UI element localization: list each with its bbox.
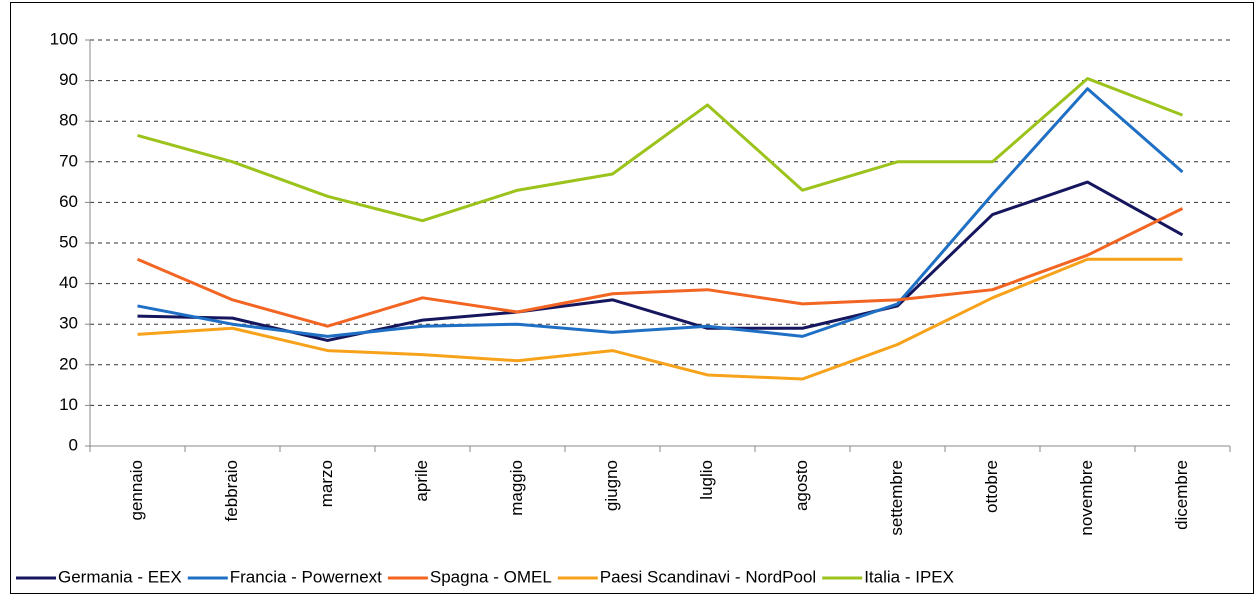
y-tick-label: 50 bbox=[59, 232, 78, 251]
plot-area: 0 10 20 30 40 50 60 70 80 90 100 bbox=[50, 29, 1231, 454]
legend-label: Germania - EEX bbox=[58, 567, 182, 586]
x-tick-label: giugno bbox=[602, 460, 621, 511]
x-tick-label: aprile bbox=[412, 460, 431, 502]
x-tick-label: maggio bbox=[507, 460, 526, 516]
x-tick-label: dicembre bbox=[1172, 460, 1191, 530]
y-tick-label: 30 bbox=[59, 314, 78, 333]
series-line bbox=[137, 180, 1184, 342]
x-tick-label: luglio bbox=[697, 460, 716, 500]
legend-label: Spagna - OMEL bbox=[430, 567, 552, 586]
y-tick-label: 0 bbox=[69, 435, 78, 454]
y-tick-label: 40 bbox=[59, 273, 78, 292]
y-tick-label: 60 bbox=[59, 192, 78, 211]
y-tick-label: 100 bbox=[50, 29, 78, 48]
series-line bbox=[137, 77, 1184, 223]
x-tick-label: gennaio bbox=[127, 460, 146, 521]
x-tick-label: novembre bbox=[1077, 460, 1096, 536]
series-line bbox=[137, 257, 1183, 381]
y-tick-label: 10 bbox=[59, 395, 78, 414]
legend-label: Paesi Scandinavi - NordPool bbox=[600, 567, 816, 586]
x-tick-label: marzo bbox=[317, 460, 336, 507]
y-tick-label: 70 bbox=[59, 151, 78, 170]
y-tick-label: 20 bbox=[59, 354, 78, 373]
y-tick-label: 90 bbox=[59, 70, 78, 89]
category-labels: gennaio febbraio marzo aprile maggio giugno lu… bbox=[127, 460, 1191, 536]
series-line bbox=[137, 87, 1184, 338]
x-tick-label: agosto bbox=[792, 460, 811, 511]
x-tick-label: febbraio bbox=[222, 460, 241, 521]
legend: Germania - EEX Francia - Powernext Spagna … bbox=[16, 567, 954, 586]
y-tick-label: 80 bbox=[59, 111, 78, 130]
series-line bbox=[136, 207, 1184, 328]
legend-label: Italia - IPEX bbox=[864, 567, 954, 586]
x-tick-label: ottobre bbox=[982, 460, 1001, 513]
x-tick-label: settembre bbox=[887, 460, 906, 536]
chart-frame bbox=[10, 2, 1254, 594]
legend-label: Francia - Powernext bbox=[230, 567, 382, 586]
